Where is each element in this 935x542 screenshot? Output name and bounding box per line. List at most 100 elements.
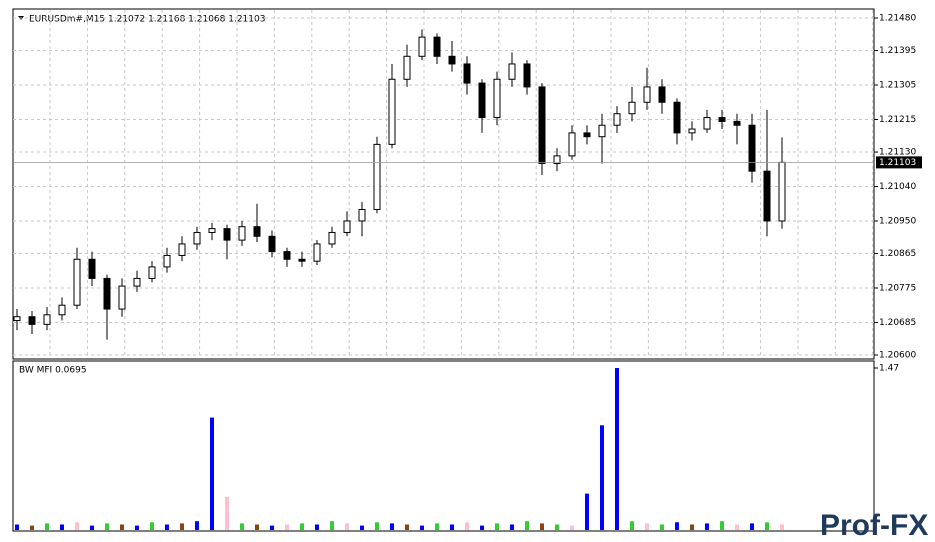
mfi-bar [15,524,19,530]
mfi-bar [195,521,199,530]
mfi-bar [330,521,334,530]
mfi-bar [525,521,529,530]
mfi-bar [390,523,394,530]
mfi-bar [480,525,484,530]
candle-body [88,258,96,279]
candle-body [688,128,696,134]
mfi-bar [345,523,349,530]
y-tick-label: 1.21130 [879,148,916,158]
mfi-bar [45,523,49,530]
mfi-bar [555,524,559,530]
y-tick-label: 1.20950 [879,216,916,226]
indicator-header: BW MFI 0.0695 [19,366,87,376]
mfi-bar [450,524,454,530]
y-tick-label: 1.21305 [879,81,916,91]
y-tick-label: 1.20685 [879,318,916,328]
mfi-bar [570,525,574,530]
candle-body [643,86,651,103]
mfi-bar [240,523,244,530]
mfi-bar [225,496,229,530]
candle-body [373,143,381,210]
mfi-bar [105,523,109,530]
y-tick-label: 1.47 [879,364,899,374]
mfi-bar [735,524,739,530]
y-tick-label: 1.20865 [879,249,916,259]
candle-body [133,277,141,287]
candle-body [388,78,396,145]
candle-body [148,266,156,279]
candle-body [553,155,561,165]
candle-body [448,55,456,65]
mfi-bar [495,523,499,530]
candle-body [208,228,216,233]
candle-body [118,285,126,310]
mfi-bar [120,524,124,530]
candle-body [343,220,351,233]
mfi-bar [660,524,664,530]
mfi-bar [75,522,79,530]
last-price-label: 1.21103 [879,158,916,168]
candle-body [628,101,636,115]
indicator-panel [12,360,875,532]
y-tick-label: 1.20600 [879,351,916,361]
mfi-bar [285,524,289,530]
candle-body [478,82,486,119]
candle-body [718,117,726,122]
mfi-bar [150,522,154,530]
candle-body [598,124,606,138]
candle-body [103,277,111,310]
y-tick-label: 1.21215 [879,115,916,125]
mfi-bar [750,523,754,530]
price-panel [12,8,875,360]
mfi-bar [420,525,424,530]
candle-body [703,117,711,130]
y-tick-label: 1.21480 [879,14,916,24]
mfi-bar [300,523,304,530]
candle-body [538,86,546,165]
mfi-bar [615,368,619,530]
candle-body [778,161,786,222]
candle-body [523,63,531,88]
candle-body [223,228,231,241]
candle-body [73,258,81,306]
mfi-bar [780,524,784,530]
mfi-bar [630,521,634,530]
candle-body [733,120,741,126]
y-tick-label: 1.21040 [879,182,916,192]
candle-body [658,86,666,103]
candle-body [328,231,336,245]
watermark: Prof-FX [820,509,928,542]
candle-body [418,36,426,57]
mfi-bar [315,524,319,530]
candle-body [283,251,291,260]
candle-body [43,314,51,325]
y-tick-label: 1.21395 [879,46,916,56]
candle-body [178,243,186,256]
mfi-bar [705,523,709,530]
mfi-bar [435,523,439,530]
candle-body [13,316,21,322]
mfi-bar [135,525,139,530]
mfi-bar [90,525,94,530]
candle-body [358,208,366,222]
mfi-bar [210,417,214,530]
mfi-bar [540,523,544,530]
candle-body [493,78,501,119]
y-tick-label: 1.20775 [879,283,916,293]
candle-body [193,231,201,245]
candle-body [313,243,321,262]
candle-body [298,258,306,262]
mfi-bar [405,524,409,530]
candle-body [583,132,591,138]
mfi-bar [30,525,34,530]
mfi-bar [360,525,364,530]
mfi-bar [645,523,649,530]
mfi-bar [180,523,184,530]
candle-body [58,304,66,316]
candle-body [28,316,36,325]
mfi-bar [270,525,274,530]
mfi-bar [690,524,694,530]
candle-body [253,226,261,237]
candle-body [163,254,171,268]
